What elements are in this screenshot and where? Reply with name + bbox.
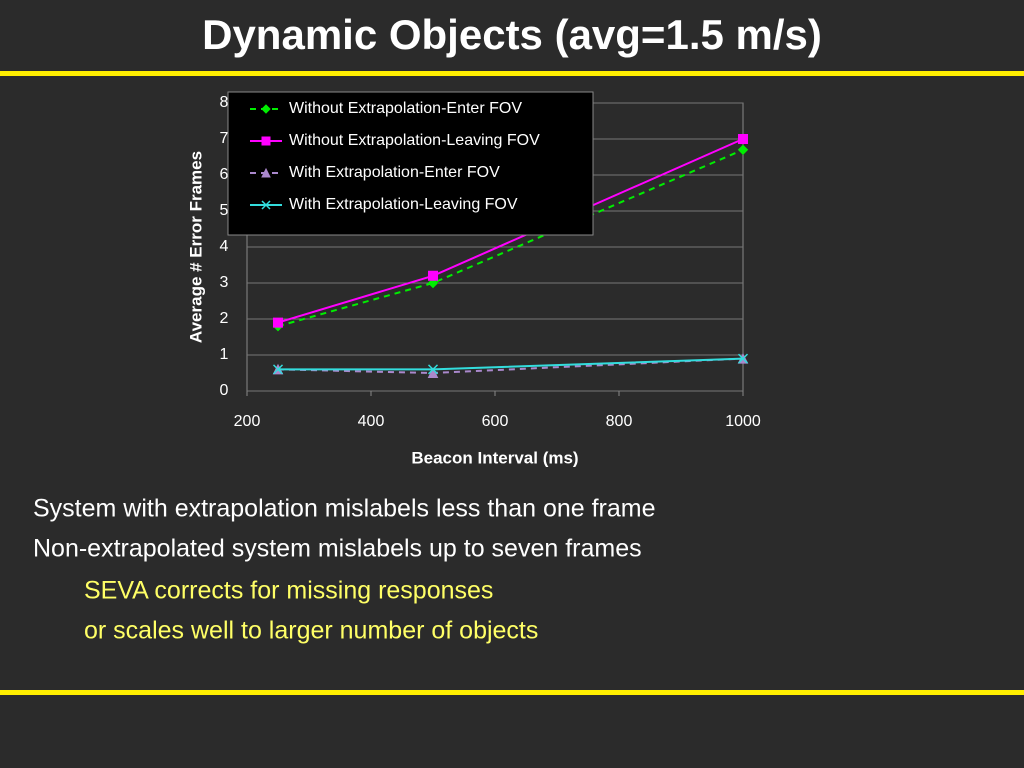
slide-title: Dynamic Objects (avg=1.5 m/s) [202,11,822,58]
marker [427,367,439,378]
marker [737,353,749,364]
legend-box [227,91,594,236]
x-axis-label: Beacon Interval (ms) [411,448,578,467]
y-tick-label: 6 [220,166,229,183]
y-tick-label: 5 [220,202,229,219]
bullet-text: System with extrapolation mislabels less… [33,495,656,523]
marker [428,270,438,281]
y-tick-label: 4 [220,238,229,255]
y-tick-label: 3 [220,274,229,291]
x-tick-label: 800 [606,413,633,430]
sub-bullet-text: or scales well to larger number of objec… [84,617,538,645]
marker [738,134,748,144]
y-axis-label: Average # Error Frames [186,151,205,343]
series-line [277,148,744,328]
x-tick-label: 1000 [725,413,761,430]
marker [272,364,284,375]
marker [261,167,271,178]
y-tick-label: 2 [220,310,229,327]
marker [261,104,271,114]
y-tick-label: 0 [220,382,229,399]
legend: Without Extrapolation-Enter FOV Without E… [227,91,594,236]
legend-label: Without Extrapolation-Leaving FOV [289,132,540,149]
x-tick-label: 200 [234,413,261,430]
marker [427,364,439,375]
divider [0,71,1024,76]
y-tick-label: 8 [220,94,229,111]
marker [261,200,271,210]
sub-bullet-text: SEVA corrects for missing responses [84,577,493,605]
marker [261,136,271,146]
legend-label: With Extrapolation-Enter FOV [289,164,500,181]
legend-label: Without Extrapolation-Enter FOV [289,100,522,117]
bullet-text: Non-extrapolated system mislabels up to … [33,535,642,563]
marker [737,144,749,156]
y-tick-label: 7 [220,130,229,147]
x-tick-label: 400 [358,413,385,430]
divider [0,690,1024,695]
legend-label: With Extrapolation-Leaving FOV [289,196,518,213]
y-tick-label: 1 [220,346,229,363]
x-tick-label: 600 [482,413,509,430]
marker [273,317,283,328]
